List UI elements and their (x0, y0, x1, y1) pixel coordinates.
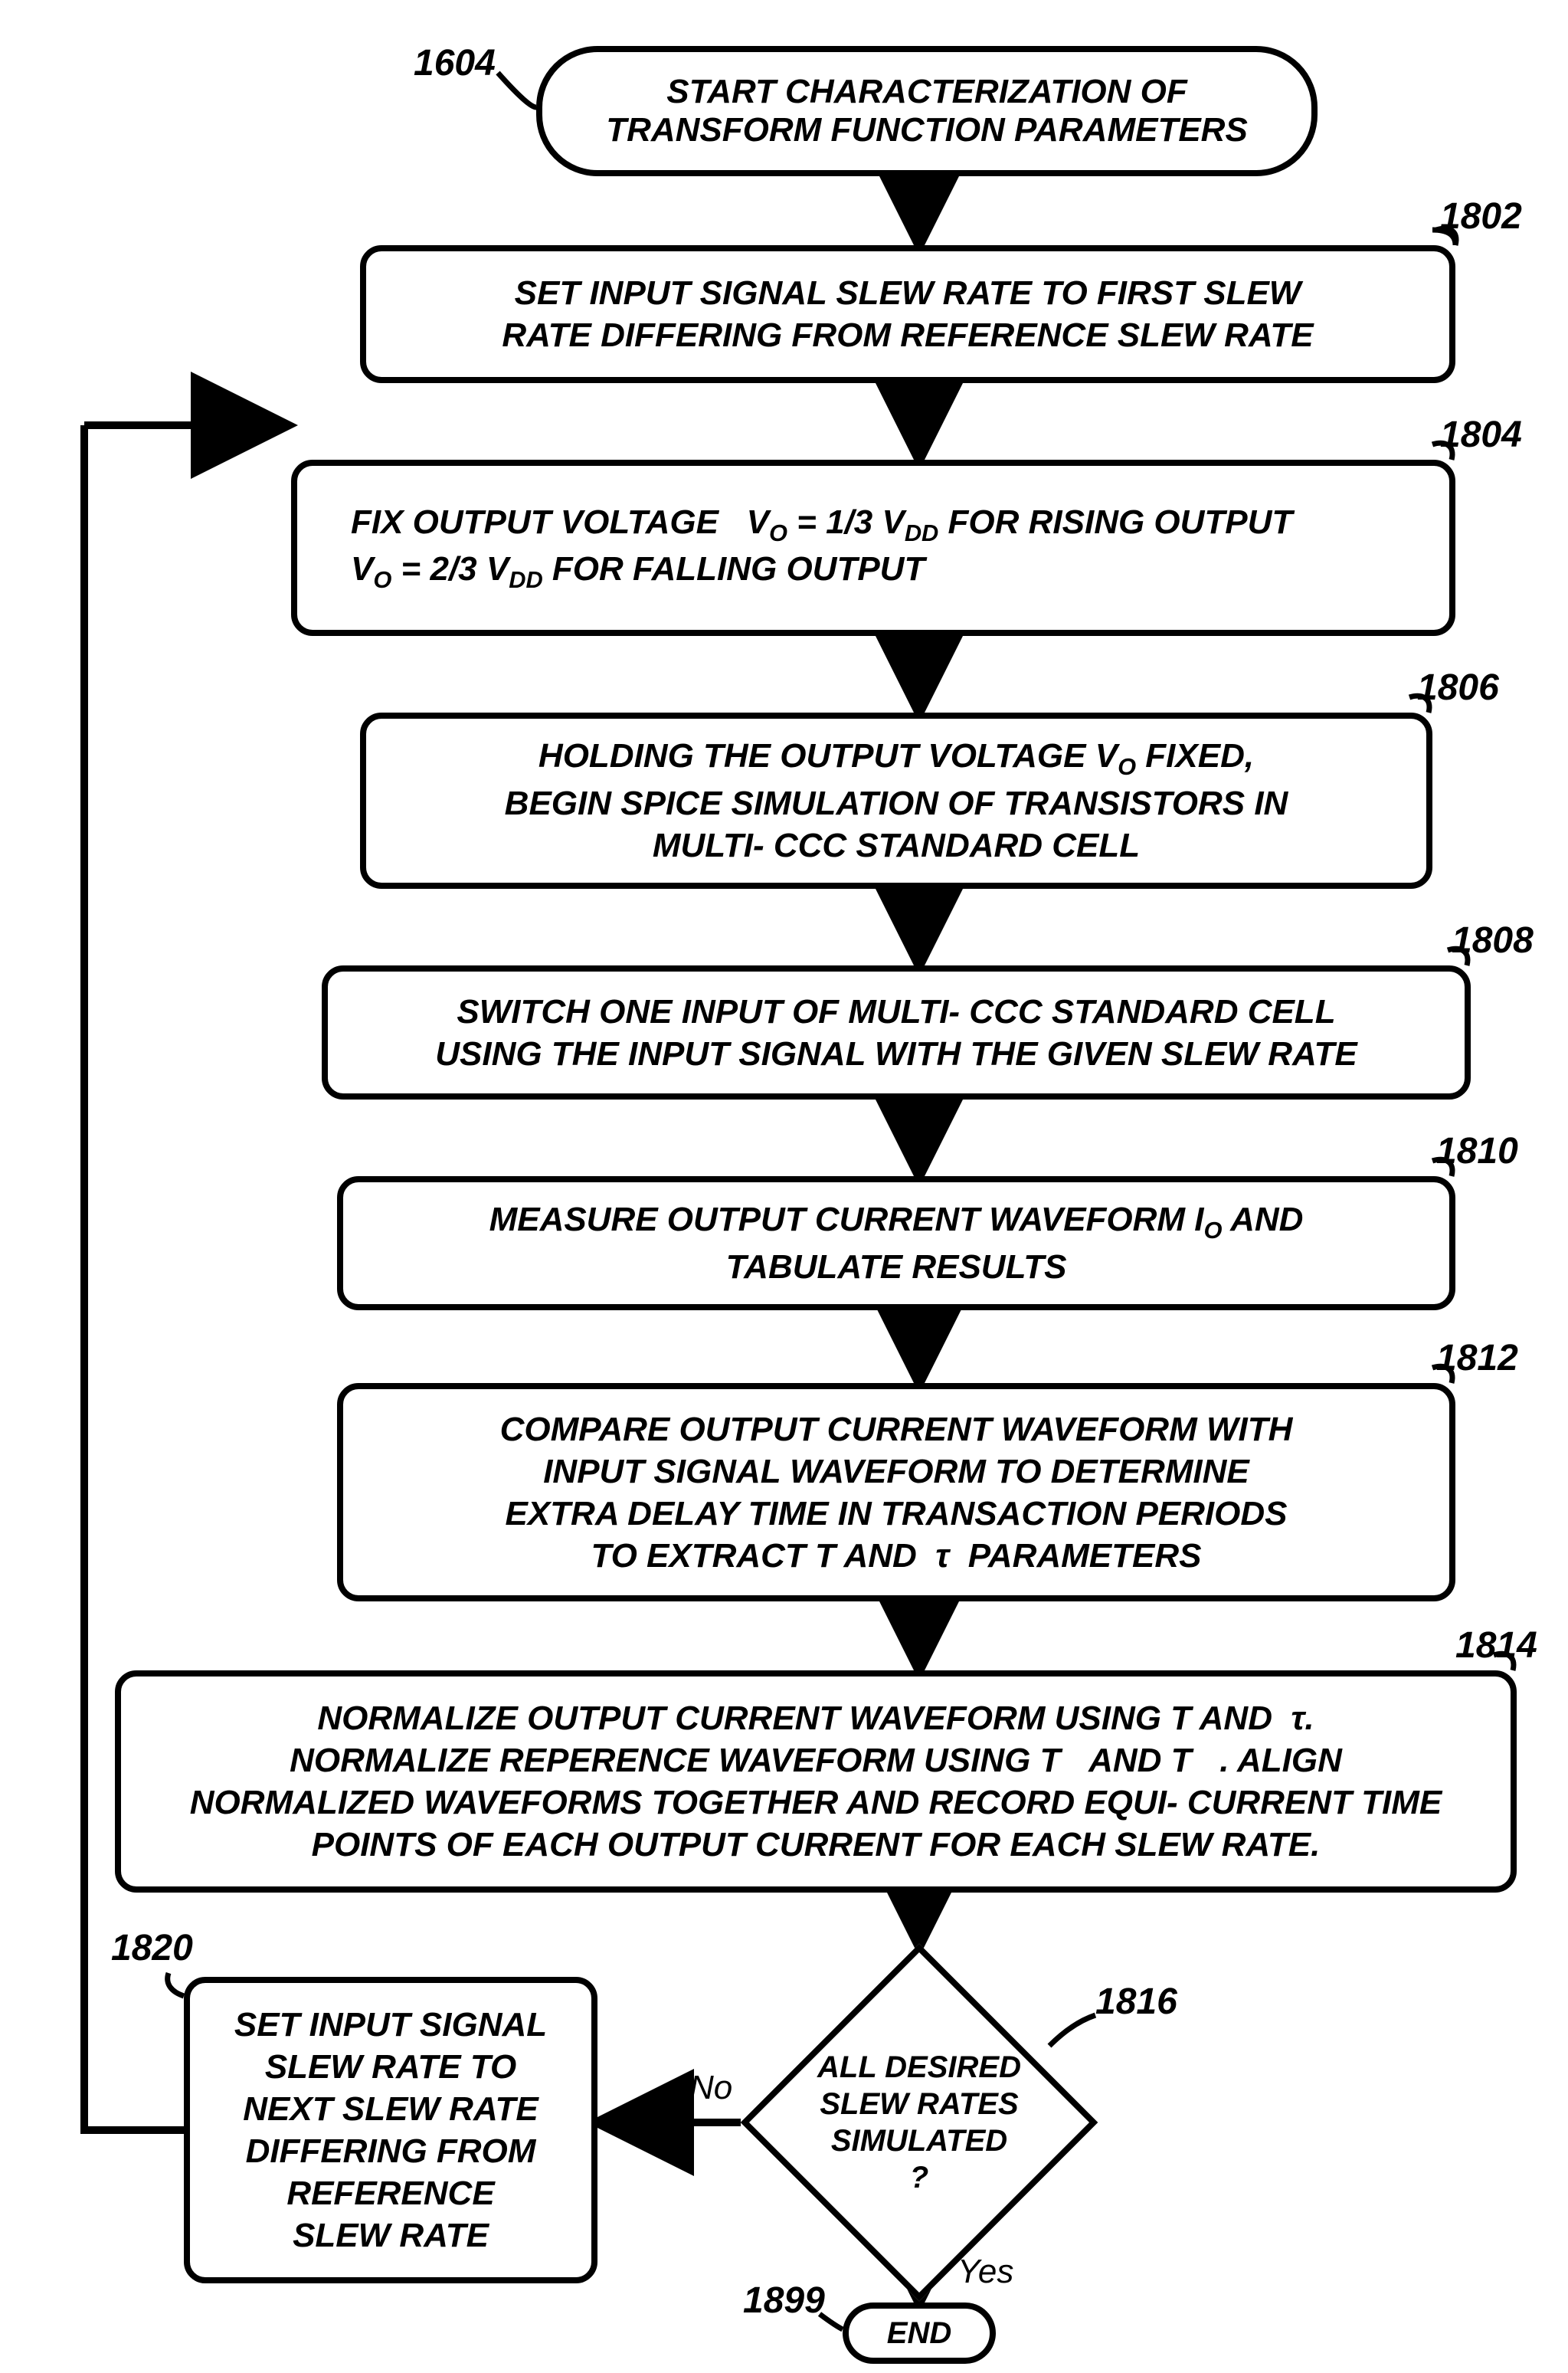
process-1806: HOLDING THE OUTPUT VOLTAGE VO FIXED,BEGI… (360, 713, 1432, 889)
ref-1816: 1816 (1095, 1981, 1177, 2023)
ref-1808: 1808 (1452, 919, 1534, 962)
end-label: END (887, 2316, 951, 2351)
process-1808-text: SWITCH ONE INPUT OF MULTI- CCC STANDARD … (435, 991, 1357, 1075)
ref-1820: 1820 (111, 1927, 193, 1969)
ref-1810: 1810 (1436, 1130, 1518, 1172)
process-1802: SET INPUT SIGNAL SLEW RATE TO FIRST SLEW… (360, 245, 1455, 383)
edge-label-yes: Yes (957, 2253, 1013, 2291)
process-1820: SET INPUT SIGNALSLEW RATE TONEXT SLEW RA… (184, 1977, 597, 2283)
edge-label-no: No (689, 2069, 732, 2107)
process-1812-text: COMPARE OUTPUT CURRENT WAVEFORM WITHINPU… (500, 1408, 1293, 1577)
process-1810-text: MEASURE OUTPUT CURRENT WAVEFORM IO ANDTA… (489, 1198, 1304, 1287)
decision-1816: ALL DESIREDSLEW RATESSIMULATED? (793, 1996, 1046, 2249)
ref-1604: 1604 (414, 42, 496, 84)
ref-1802: 1802 (1440, 195, 1522, 238)
process-1804-text: FIX OUTPUT VOLTAGE VO = 1/3 VDD FOR RISI… (351, 501, 1292, 595)
process-1808: SWITCH ONE INPUT OF MULTI- CCC STANDARD … (322, 965, 1471, 1100)
process-1804: FIX OUTPUT VOLTAGE VO = 1/3 VDD FOR RISI… (291, 460, 1455, 636)
ref-1899: 1899 (743, 2280, 825, 2322)
decision-1816-text: ALL DESIREDSLEW RATESSIMULATED? (793, 1996, 1046, 2249)
start-terminator: START CHARACTERIZATION OFTRANSFORM FUNCT… (536, 46, 1318, 176)
ref-1804: 1804 (1440, 414, 1522, 456)
end-terminator: END (843, 2303, 996, 2364)
process-1814-text: NORMALIZE OUTPUT CURRENT WAVEFORM USING … (190, 1697, 1442, 1866)
process-1802-text: SET INPUT SIGNAL SLEW RATE TO FIRST SLEW… (502, 272, 1313, 356)
ref-1812: 1812 (1436, 1337, 1518, 1379)
process-1820-text: SET INPUT SIGNALSLEW RATE TONEXT SLEW RA… (234, 2004, 547, 2257)
ref-1814: 1814 (1455, 1624, 1537, 1667)
process-1806-text: HOLDING THE OUTPUT VOLTAGE VO FIXED,BEGI… (505, 735, 1288, 866)
flowchart-canvas: START CHARACTERIZATION OFTRANSFORM FUNCT… (0, 0, 1568, 2373)
process-1812: COMPARE OUTPUT CURRENT WAVEFORM WITHINPU… (337, 1383, 1455, 1601)
process-1810: MEASURE OUTPUT CURRENT WAVEFORM IO ANDTA… (337, 1176, 1455, 1310)
process-1814: NORMALIZE OUTPUT CURRENT WAVEFORM USING … (115, 1670, 1517, 1893)
ref-1806: 1806 (1417, 667, 1499, 709)
start-label: START CHARACTERIZATION OFTRANSFORM FUNCT… (606, 73, 1248, 149)
